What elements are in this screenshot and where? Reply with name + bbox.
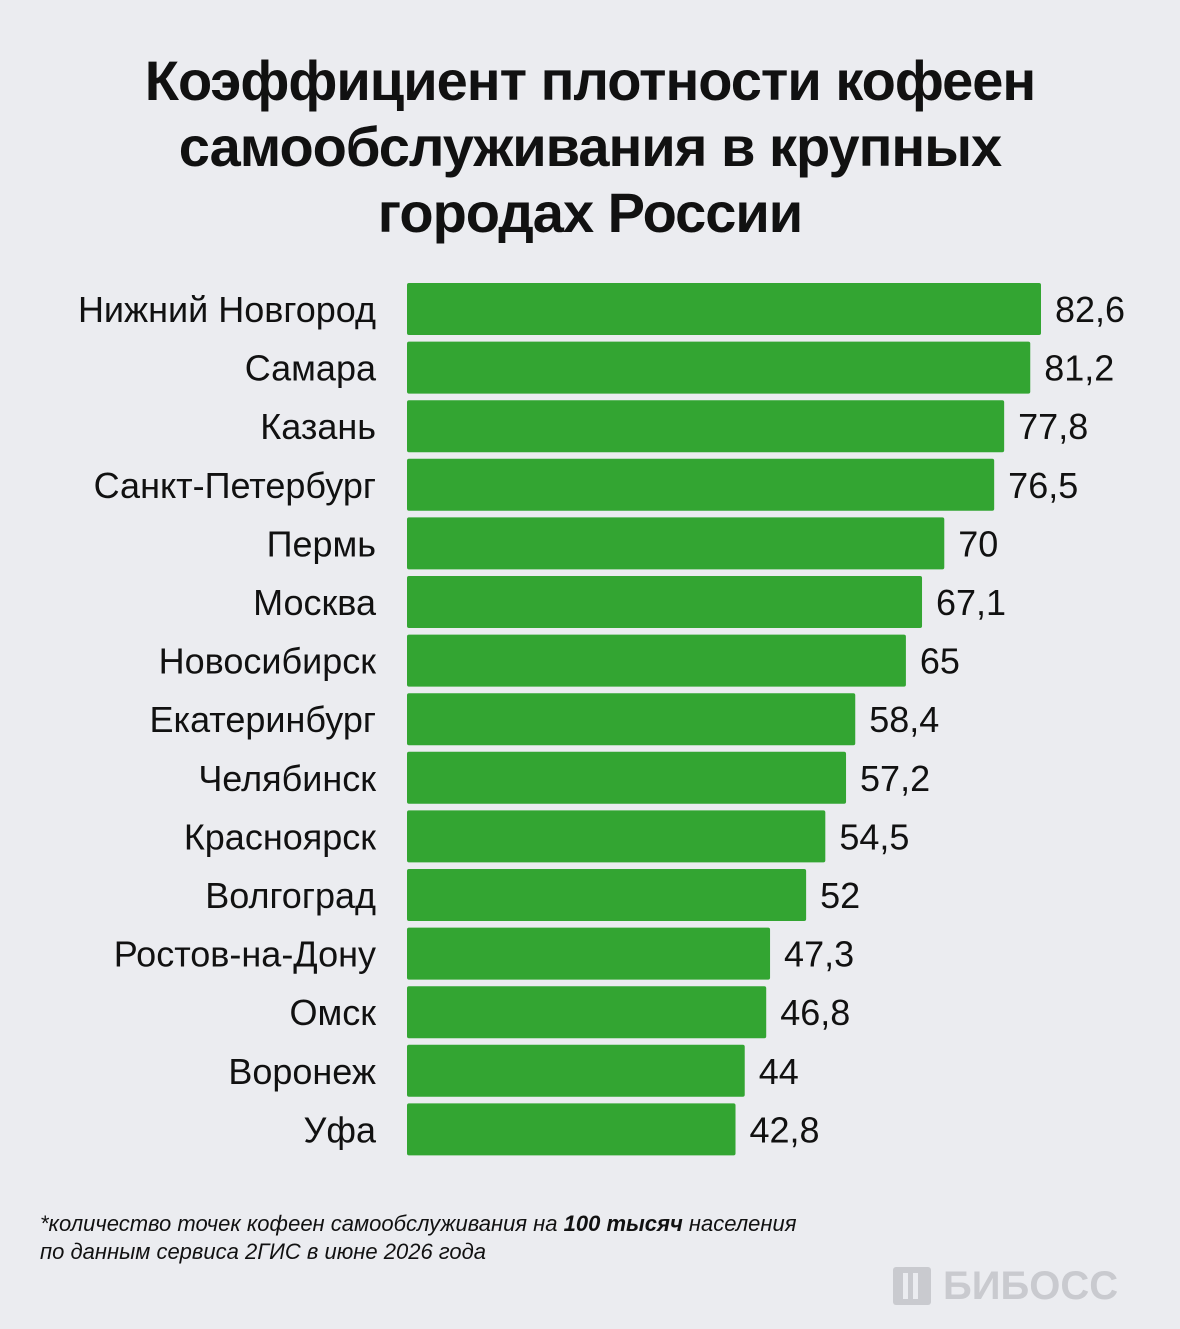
category-label: Омск: [289, 992, 376, 1033]
bar: [407, 400, 1005, 453]
bar: [407, 517, 945, 570]
category-label: Воронеж: [228, 1051, 376, 1092]
category-label: Казань: [260, 406, 376, 447]
value-label: 44: [759, 1051, 799, 1092]
logo-mark-icon: [893, 1267, 931, 1305]
category-label: Ростов-на-Дону: [114, 934, 376, 975]
bar: [407, 1044, 745, 1097]
value-label: 58,4: [869, 699, 939, 740]
bar: [407, 810, 826, 863]
value-label: 67,1: [936, 582, 1006, 623]
category-label: Пермь: [267, 523, 376, 564]
footnote-line-2: по данным сервиса 2ГИС в июне 2026 года: [40, 1239, 487, 1264]
category-label: Екатеринбург: [150, 699, 376, 740]
logo-text: БИБОСС: [943, 1264, 1119, 1308]
category-label: Уфа: [303, 1109, 376, 1150]
bar: [407, 1103, 736, 1156]
footnote-prefix: *количество точек кофеен самообслуживани…: [40, 1211, 564, 1236]
value-label: 42,8: [750, 1109, 820, 1150]
footnote-suffix: населения: [682, 1211, 797, 1236]
title-line-2: самообслуживания в крупных: [178, 115, 1002, 178]
title-line-1: Коэффициент плотности кофеен: [144, 49, 1036, 112]
category-label: Челябинск: [198, 758, 376, 799]
bar: [407, 869, 807, 921]
bar: [407, 576, 923, 628]
footnote-line-1: *количество точек кофеен самообслуживани…: [40, 1210, 797, 1238]
bar: [407, 634, 906, 687]
value-label: 57,2: [860, 758, 930, 799]
category-label: Красноярск: [184, 816, 376, 857]
value-label: 46,8: [780, 992, 850, 1033]
value-label: 70: [958, 523, 998, 564]
value-label: 54,5: [839, 816, 909, 857]
bar: [407, 283, 1041, 335]
brand-logo: БИБОСС: [893, 1263, 1133, 1309]
bar: [407, 458, 995, 511]
value-label: 82,6: [1055, 289, 1125, 330]
category-label: Нижний Новгород: [78, 289, 376, 330]
bar: [407, 986, 767, 1039]
bar: [407, 693, 856, 746]
footnote-bold: 100 тысяч: [563, 1211, 683, 1236]
value-label: 47,3: [784, 934, 854, 975]
bar-chart: Нижний Новгород 82,6 Самара 81,2 Казань 77,8 С…: [78, 283, 1125, 1156]
category-label: Санкт-Петербург: [94, 465, 376, 506]
title-line-3: городах России: [377, 181, 803, 244]
category-label: Самара: [245, 348, 377, 389]
value-label: 76,5: [1008, 465, 1078, 506]
chart-title: Коэффициент плотности кофеен самообслужи…: [0, 48, 1180, 246]
footnote: *количество точек кофеен самообслуживани…: [40, 1210, 797, 1266]
value-label: 77,8: [1018, 406, 1088, 447]
category-label: Москва: [253, 582, 377, 623]
value-label: 81,2: [1044, 348, 1114, 389]
value-label: 65: [920, 641, 960, 682]
bar: [407, 927, 771, 980]
bar: [407, 751, 847, 804]
category-label: Новосибирск: [159, 641, 377, 682]
bar: [407, 341, 1031, 394]
value-label: 52: [820, 875, 860, 916]
category-label: Волгоград: [205, 875, 376, 916]
